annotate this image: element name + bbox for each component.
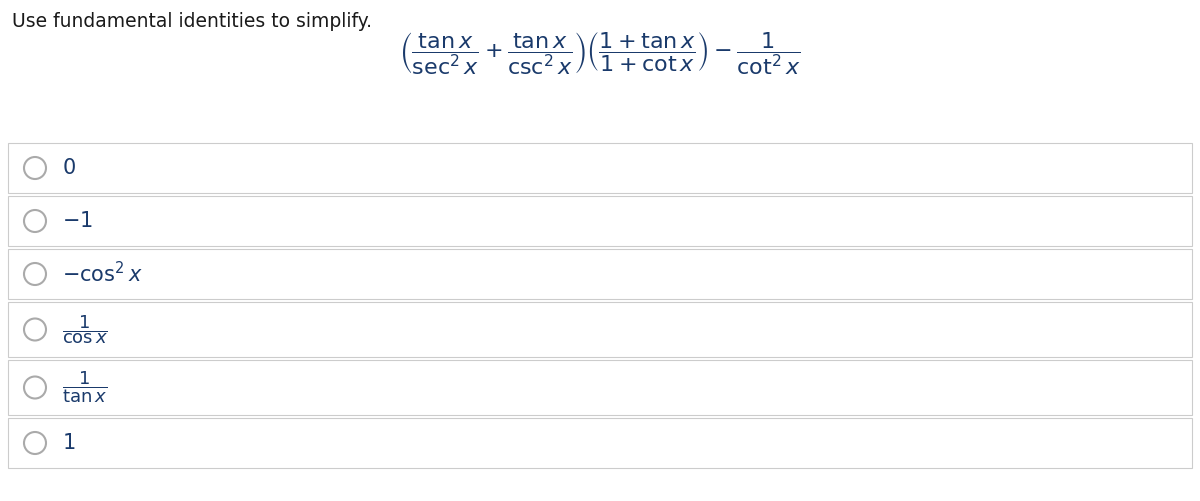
FancyBboxPatch shape [8, 360, 1192, 415]
Text: $0$: $0$ [62, 158, 76, 178]
Text: $-1$: $-1$ [62, 211, 92, 231]
FancyBboxPatch shape [8, 143, 1192, 193]
Text: $\dfrac{1}{\tan x}$: $\dfrac{1}{\tan x}$ [62, 370, 107, 405]
Text: $1$: $1$ [62, 433, 76, 453]
FancyBboxPatch shape [8, 249, 1192, 299]
FancyBboxPatch shape [8, 196, 1192, 246]
FancyBboxPatch shape [8, 418, 1192, 468]
Text: $-\cos^2 x$: $-\cos^2 x$ [62, 262, 143, 287]
FancyBboxPatch shape [8, 302, 1192, 357]
Text: $\left(\dfrac{\tan x}{\sec^2 x}+\dfrac{\tan x}{\csc^2 x}\right)\left(\dfrac{1+\t: $\left(\dfrac{\tan x}{\sec^2 x}+\dfrac{\… [400, 30, 800, 77]
Text: $\dfrac{1}{\cos x}$: $\dfrac{1}{\cos x}$ [62, 313, 108, 346]
Text: Use fundamental identities to simplify.: Use fundamental identities to simplify. [12, 12, 372, 31]
